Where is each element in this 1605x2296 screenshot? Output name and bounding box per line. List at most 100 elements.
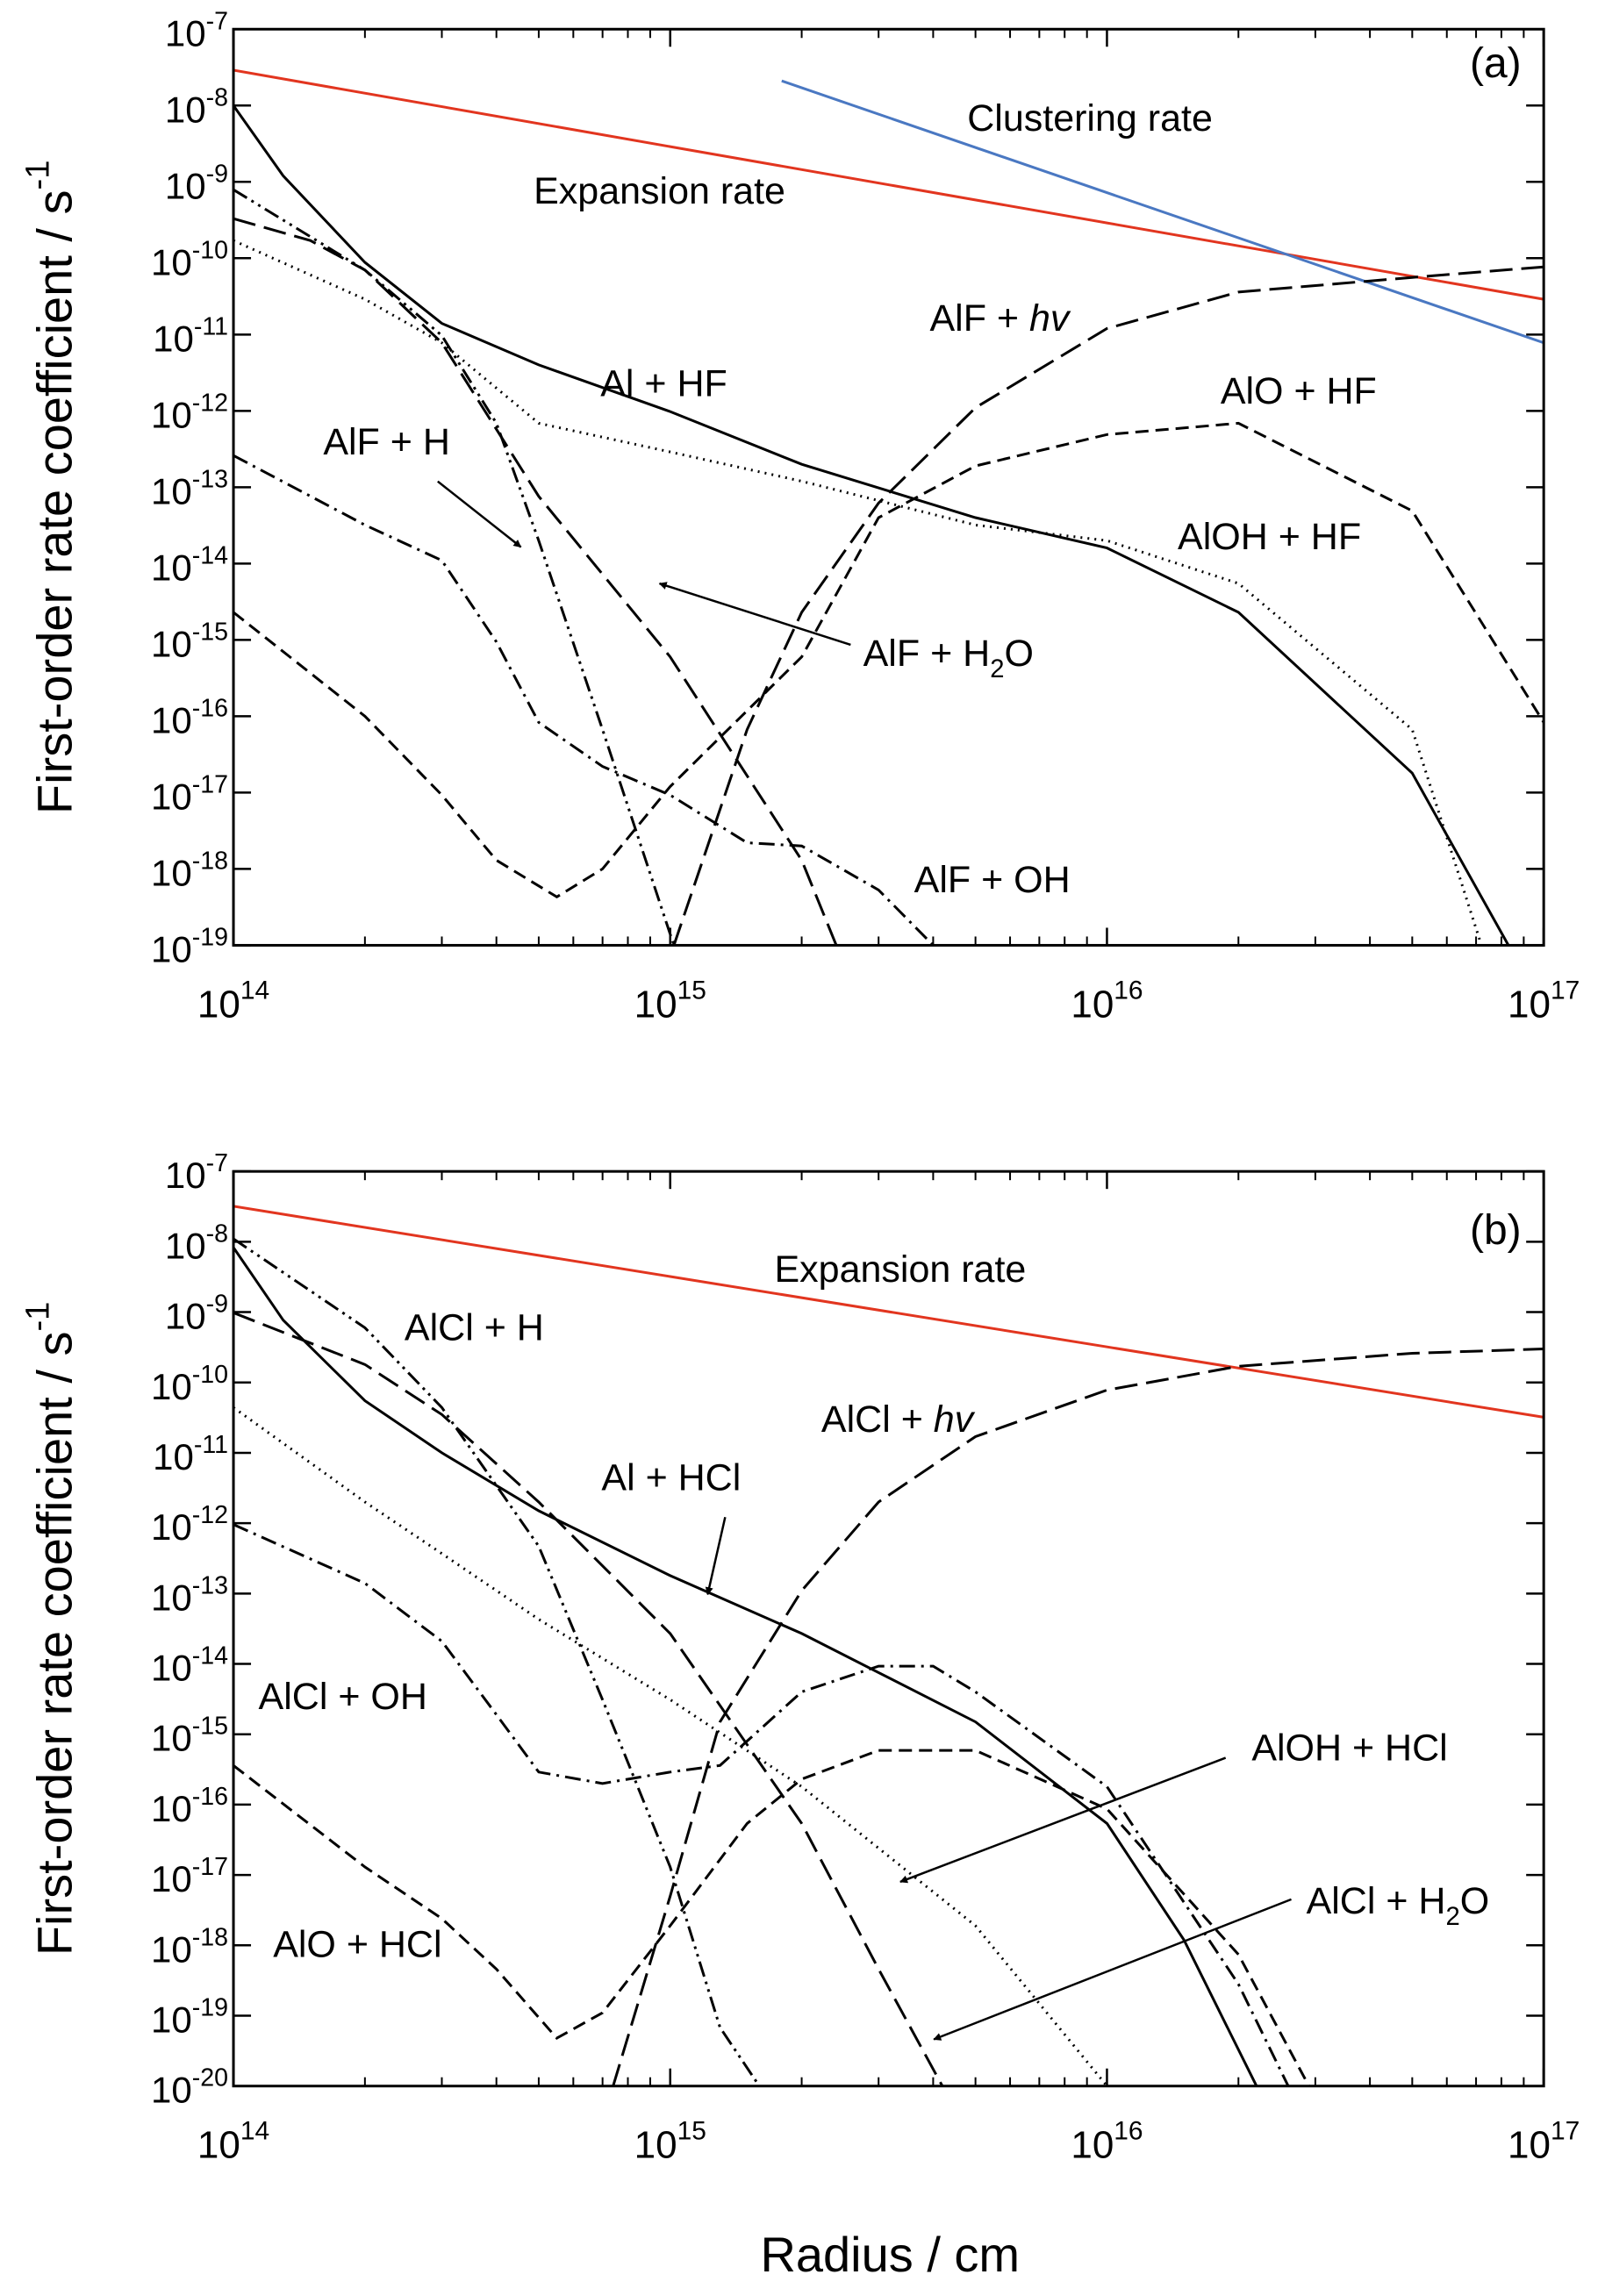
series-line — [233, 104, 1510, 946]
y-tick-label: 10-16 — [151, 694, 228, 741]
y-axis-label: First-order rate coefficient / s-1 — [20, 1302, 82, 1956]
y-tick-label: 10-19 — [151, 1993, 228, 2041]
series-line — [781, 79, 1544, 345]
text-run: -1 — [20, 161, 57, 190]
series-line — [233, 217, 838, 946]
text-run: 14 — [240, 2117, 269, 2146]
y-tick-label: 10-7 — [165, 7, 228, 54]
text-run: First-order rate coefficient / s — [26, 1332, 82, 1956]
y-tick-label: 10-8 — [165, 1220, 228, 1267]
y-tick-label: 10-13 — [151, 465, 228, 512]
y-tick-label: 10-8 — [165, 83, 228, 131]
y-tick-label: 10-18 — [151, 1923, 228, 1971]
text-run: 10 — [151, 394, 192, 435]
series-label: AlO + HF — [1221, 370, 1377, 412]
series-line — [233, 421, 1544, 899]
text-run: 10 — [151, 1928, 192, 1970]
text-run: -13 — [192, 1571, 228, 1599]
x-tick-label: 1016 — [1071, 976, 1143, 1026]
text-run: AlCl + H — [1307, 1880, 1446, 1922]
y-tick-label: 10-16 — [151, 1782, 228, 1829]
text-run: 17 — [1551, 2117, 1580, 2146]
x-tick-label: 1016 — [1071, 2117, 1143, 2166]
text-run: -11 — [194, 1430, 228, 1458]
text-run: 10 — [1508, 2123, 1551, 2166]
x-axis-label: Radius / cm — [760, 2227, 1020, 2282]
text-run: 16 — [1114, 2117, 1143, 2146]
text-run: 10 — [151, 1648, 192, 1689]
text-run: 2 — [990, 655, 1004, 683]
text-run: 17 — [1551, 976, 1580, 1005]
text-run: Al + HF — [600, 363, 727, 405]
text-run: -19 — [192, 923, 228, 951]
text-run: 10 — [634, 983, 677, 1026]
text-run: -16 — [192, 1782, 228, 1810]
text-run: 10 — [165, 89, 206, 130]
arrow — [437, 480, 522, 548]
y-tick-label: 10-14 — [151, 541, 228, 589]
text-run: 10 — [151, 929, 192, 970]
text-run: 10 — [197, 2123, 240, 2166]
text-run: O — [1460, 1880, 1489, 1922]
series-line — [233, 1205, 1544, 1419]
series-label: AlOH + HCl — [1251, 1727, 1447, 1770]
text-run: AlO + HCl — [273, 1924, 441, 1966]
series-label: AlF + H2O — [863, 633, 1034, 683]
text-run: Clustering rate — [967, 97, 1213, 139]
series-label: AlCl + H — [405, 1307, 544, 1349]
text-run: O — [1004, 633, 1033, 676]
series-line — [672, 265, 1544, 946]
text-run: -14 — [192, 541, 228, 569]
arrow — [933, 1898, 1292, 2041]
y-axis-label: First-order rate coefficient / s-1 — [20, 161, 82, 815]
y-tick-label: 10-19 — [151, 923, 228, 970]
text-run: 10 — [151, 2070, 192, 2111]
series-label: AlF + OH — [914, 859, 1071, 901]
y-tick-label: 10-12 — [151, 389, 228, 436]
y-tick-label: 10-15 — [151, 1712, 228, 1759]
text-run: 10 — [151, 470, 192, 511]
arrow — [705, 1516, 727, 1596]
y-tick-label: 10-10 — [151, 236, 228, 283]
series-line — [233, 239, 1483, 946]
text-run: -8 — [206, 1220, 228, 1248]
text-run: 10 — [151, 1858, 192, 1899]
x-tick-label: 1015 — [634, 2117, 706, 2166]
x-tick-label: 1014 — [197, 2117, 269, 2166]
text-run: 10 — [165, 1225, 206, 1266]
plot-frame — [232, 1169, 1545, 2088]
text-run: 10 — [1071, 2123, 1114, 2166]
y-tick-label: 10-17 — [151, 1853, 228, 1900]
series-label: AlOH + HF — [1178, 517, 1361, 559]
text-run: 10 — [197, 983, 240, 1026]
y-tick-label: 10-15 — [151, 618, 228, 665]
arrow — [899, 1756, 1227, 1884]
text-run: 15 — [677, 2117, 706, 2146]
text-run: 10 — [165, 1155, 206, 1196]
text-run: 10 — [151, 241, 192, 283]
text-run: AlF + H — [323, 421, 450, 463]
text-run: 10 — [151, 1999, 192, 2041]
text-run: 2 — [1445, 1903, 1459, 1931]
series-line — [233, 1406, 1108, 2086]
text-run: 10 — [153, 1436, 194, 1477]
series-label: AlF + H — [323, 421, 450, 463]
y-tick-label: 10-12 — [151, 1501, 228, 1549]
y-tick-label: 10-9 — [165, 160, 228, 207]
y-tick-label: 10-17 — [151, 770, 228, 818]
text-run: -7 — [206, 7, 228, 35]
panel-label: (a) — [1470, 39, 1522, 86]
text-run: AlF + — [929, 297, 1029, 340]
text-run: AlCl + OH — [259, 1676, 427, 1718]
text-run: 10 — [165, 1296, 206, 1337]
text-run: -11 — [194, 312, 228, 340]
text-run: -17 — [192, 770, 228, 798]
series-line — [233, 1749, 1310, 2086]
y-tick-label: 10-14 — [151, 1642, 228, 1689]
y-tick-label: 10-11 — [153, 1430, 228, 1477]
text-run: (b) — [1470, 1207, 1522, 1254]
text-run: 10 — [151, 623, 192, 664]
text-run: -10 — [192, 236, 228, 264]
text-run: AlOH + HF — [1178, 517, 1361, 559]
text-run: hv — [934, 1399, 976, 1441]
